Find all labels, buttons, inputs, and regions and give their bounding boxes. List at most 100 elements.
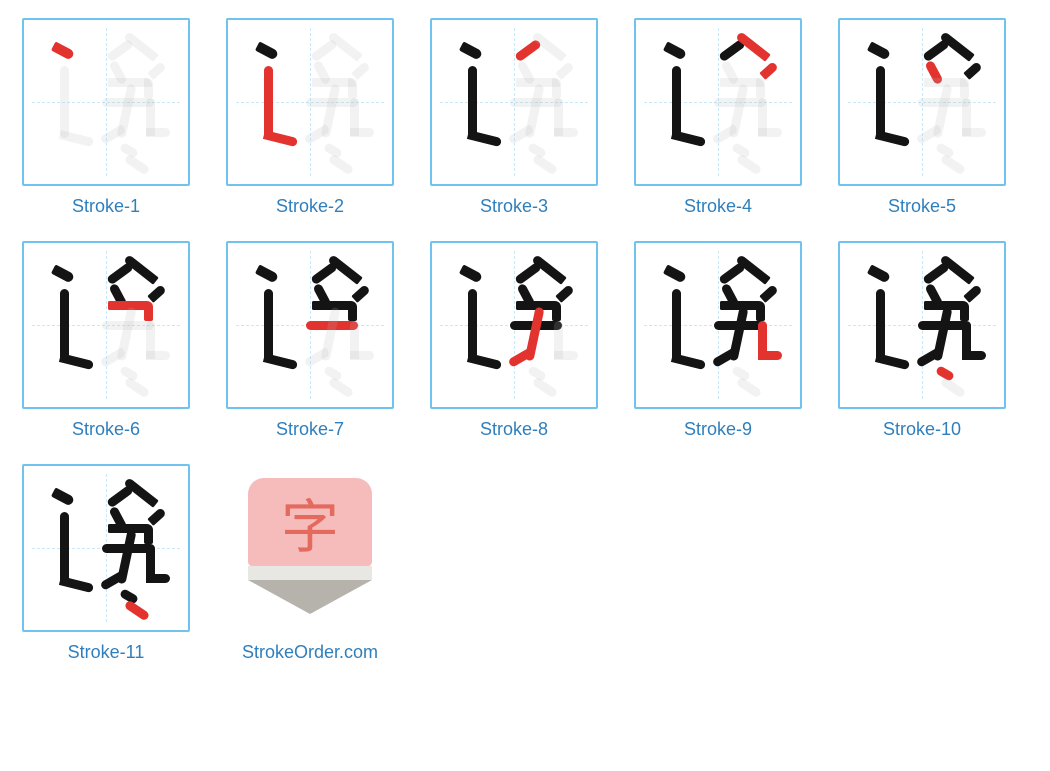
stroke-part [962, 351, 986, 360]
stroke-part [672, 66, 681, 138]
glyph [228, 20, 392, 184]
stroke-part [144, 78, 153, 98]
stroke-tile [226, 18, 394, 186]
site-logo: 字 [248, 478, 372, 618]
glyph [24, 20, 188, 184]
stroke-tile [838, 18, 1006, 186]
stroke-label: Stroke-6 [72, 419, 140, 440]
logo-cell: 字 StrokeOrder.com [226, 464, 394, 663]
stroke-cell: Stroke-6 [22, 241, 190, 440]
stroke-part [459, 264, 483, 283]
stroke-part [467, 130, 502, 147]
logo-band [248, 566, 372, 580]
stroke-tile [22, 464, 190, 632]
stroke-label: Stroke-9 [684, 419, 752, 440]
stroke-part [51, 264, 75, 283]
stroke-cell: Stroke-8 [430, 241, 598, 440]
stroke-part [758, 351, 782, 360]
stroke-part [876, 66, 885, 138]
glyph [432, 243, 596, 407]
stroke-part [263, 353, 298, 370]
glyph [432, 20, 596, 184]
stroke-part [264, 66, 273, 138]
stroke-part [552, 78, 561, 98]
stroke-cell: Stroke-2 [226, 18, 394, 217]
stroke-part [960, 78, 969, 98]
glyph [636, 20, 800, 184]
stroke-part [147, 284, 166, 303]
stroke-part [146, 574, 170, 583]
stroke-part [663, 41, 687, 60]
stroke-part [555, 61, 574, 80]
stroke-part [348, 301, 357, 321]
stroke-cell: Stroke-11 [22, 464, 190, 663]
stroke-part [51, 487, 75, 506]
stroke-label: Stroke-8 [480, 419, 548, 440]
glyph [24, 243, 188, 407]
stroke-part [124, 599, 151, 621]
stroke-part [532, 153, 559, 175]
stroke-cell: Stroke-5 [838, 18, 1006, 217]
logo-caption: StrokeOrder.com [242, 642, 378, 663]
stroke-label: Stroke-3 [480, 196, 548, 217]
stroke-part [736, 376, 763, 398]
stroke-part [147, 507, 166, 526]
stroke-part [348, 78, 357, 98]
stroke-part [60, 66, 69, 138]
stroke-tile [634, 18, 802, 186]
stroke-part [351, 61, 370, 80]
stroke-part [60, 289, 69, 361]
stroke-part [264, 289, 273, 361]
stroke-part [554, 128, 578, 137]
stroke-part [555, 284, 574, 303]
stroke-cell: Stroke-7 [226, 241, 394, 440]
stroke-label: Stroke-7 [276, 419, 344, 440]
stroke-cell: Stroke-4 [634, 18, 802, 217]
stroke-label: Stroke-4 [684, 196, 752, 217]
stroke-part [467, 353, 502, 370]
stroke-part [60, 512, 69, 584]
stroke-part [459, 41, 483, 60]
stroke-label: Stroke-1 [72, 196, 140, 217]
stroke-tile [22, 241, 190, 409]
stroke-label: Stroke-2 [276, 196, 344, 217]
stroke-label: Stroke-10 [883, 419, 961, 440]
stroke-part [51, 41, 75, 60]
stroke-part [124, 376, 151, 398]
stroke-part [736, 153, 763, 175]
stroke-tile [838, 241, 1006, 409]
stroke-part [554, 351, 578, 360]
stroke-part [875, 130, 910, 147]
stroke-part [759, 284, 778, 303]
stroke-part [552, 301, 561, 321]
glyph [636, 243, 800, 407]
stroke-part [758, 128, 782, 137]
stroke-part [468, 66, 477, 138]
stroke-part [255, 41, 279, 60]
stroke-part [962, 128, 986, 137]
stroke-cell: Stroke-3 [430, 18, 598, 217]
stroke-part [350, 351, 374, 360]
stroke-part [963, 61, 982, 80]
stroke-part [144, 301, 153, 321]
stroke-part [756, 78, 765, 98]
stroke-part [350, 128, 374, 137]
stroke-tile [430, 18, 598, 186]
stroke-part [940, 153, 967, 175]
stroke-part [59, 130, 94, 147]
stroke-part [759, 61, 778, 80]
stroke-tile [634, 241, 802, 409]
stroke-part [867, 264, 891, 283]
stroke-part [263, 130, 298, 147]
stroke-part [960, 301, 969, 321]
logo-tile: 字 [226, 464, 394, 632]
stroke-part [671, 130, 706, 147]
stroke-part [146, 351, 170, 360]
stroke-part [468, 289, 477, 361]
logo-character: 字 [248, 478, 372, 566]
glyph [840, 20, 1004, 184]
glyph [228, 243, 392, 407]
stroke-part [875, 353, 910, 370]
stroke-part [328, 153, 355, 175]
stroke-part [351, 284, 370, 303]
